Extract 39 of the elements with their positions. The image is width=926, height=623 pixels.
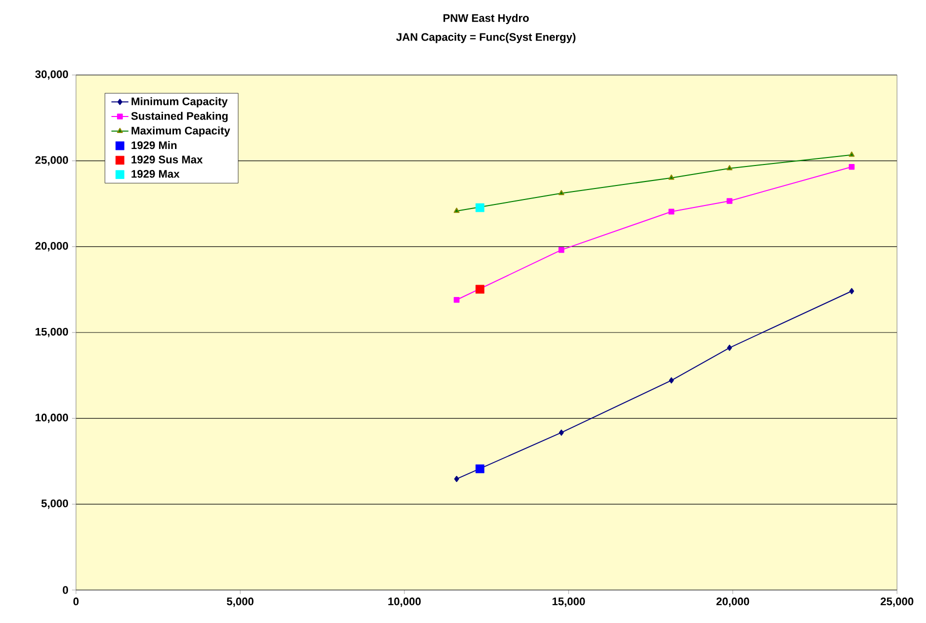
chart-title: PNW East Hydro — [444, 14, 529, 24]
point — [558, 429, 564, 436]
point — [726, 165, 732, 170]
y-tick-label: 5,000 — [41, 500, 68, 509]
legend-label: 1929 Sus Max — [132, 156, 203, 164]
point — [849, 288, 854, 294]
legend-label: Maximum Capacity — [132, 126, 230, 137]
point — [454, 296, 460, 303]
y-tick-label: 15,000 — [36, 328, 68, 338]
x-tick-label: 20,000 — [716, 598, 750, 607]
y-tick-label: 0 — [62, 586, 68, 594]
point — [476, 284, 484, 294]
point — [558, 190, 564, 196]
point — [476, 464, 484, 474]
legend-label: Sustained Peaking — [131, 112, 228, 122]
y-tick-label: 30,000 — [35, 70, 68, 80]
point — [454, 208, 460, 213]
point — [558, 247, 564, 253]
point — [848, 152, 855, 157]
y-tick-label: 20,000 — [35, 242, 68, 252]
point — [848, 164, 855, 170]
legend-label: 1929 Max — [132, 170, 180, 178]
chart-subtitle: JAN Capacity = Func(Syst Energy) — [396, 32, 576, 44]
point — [668, 208, 674, 215]
point — [726, 198, 732, 204]
y-tick-label: 10,000 — [36, 414, 68, 424]
x-tick-label: 10,000 — [388, 598, 421, 607]
point — [668, 377, 674, 384]
point — [668, 174, 674, 180]
point — [727, 344, 732, 351]
point — [476, 203, 484, 212]
point — [454, 476, 460, 482]
x-tick-label: 25,000 — [880, 598, 914, 607]
x-tick-label: 5,000 — [226, 598, 254, 607]
y-tick-label: 25,000 — [35, 156, 68, 166]
legend-label: 1929 Min — [132, 141, 177, 150]
legend-label: Minimum Capacity — [132, 97, 228, 108]
x-tick-label: 0 — [73, 598, 79, 606]
x-tick-label: 15,000 — [552, 598, 585, 607]
